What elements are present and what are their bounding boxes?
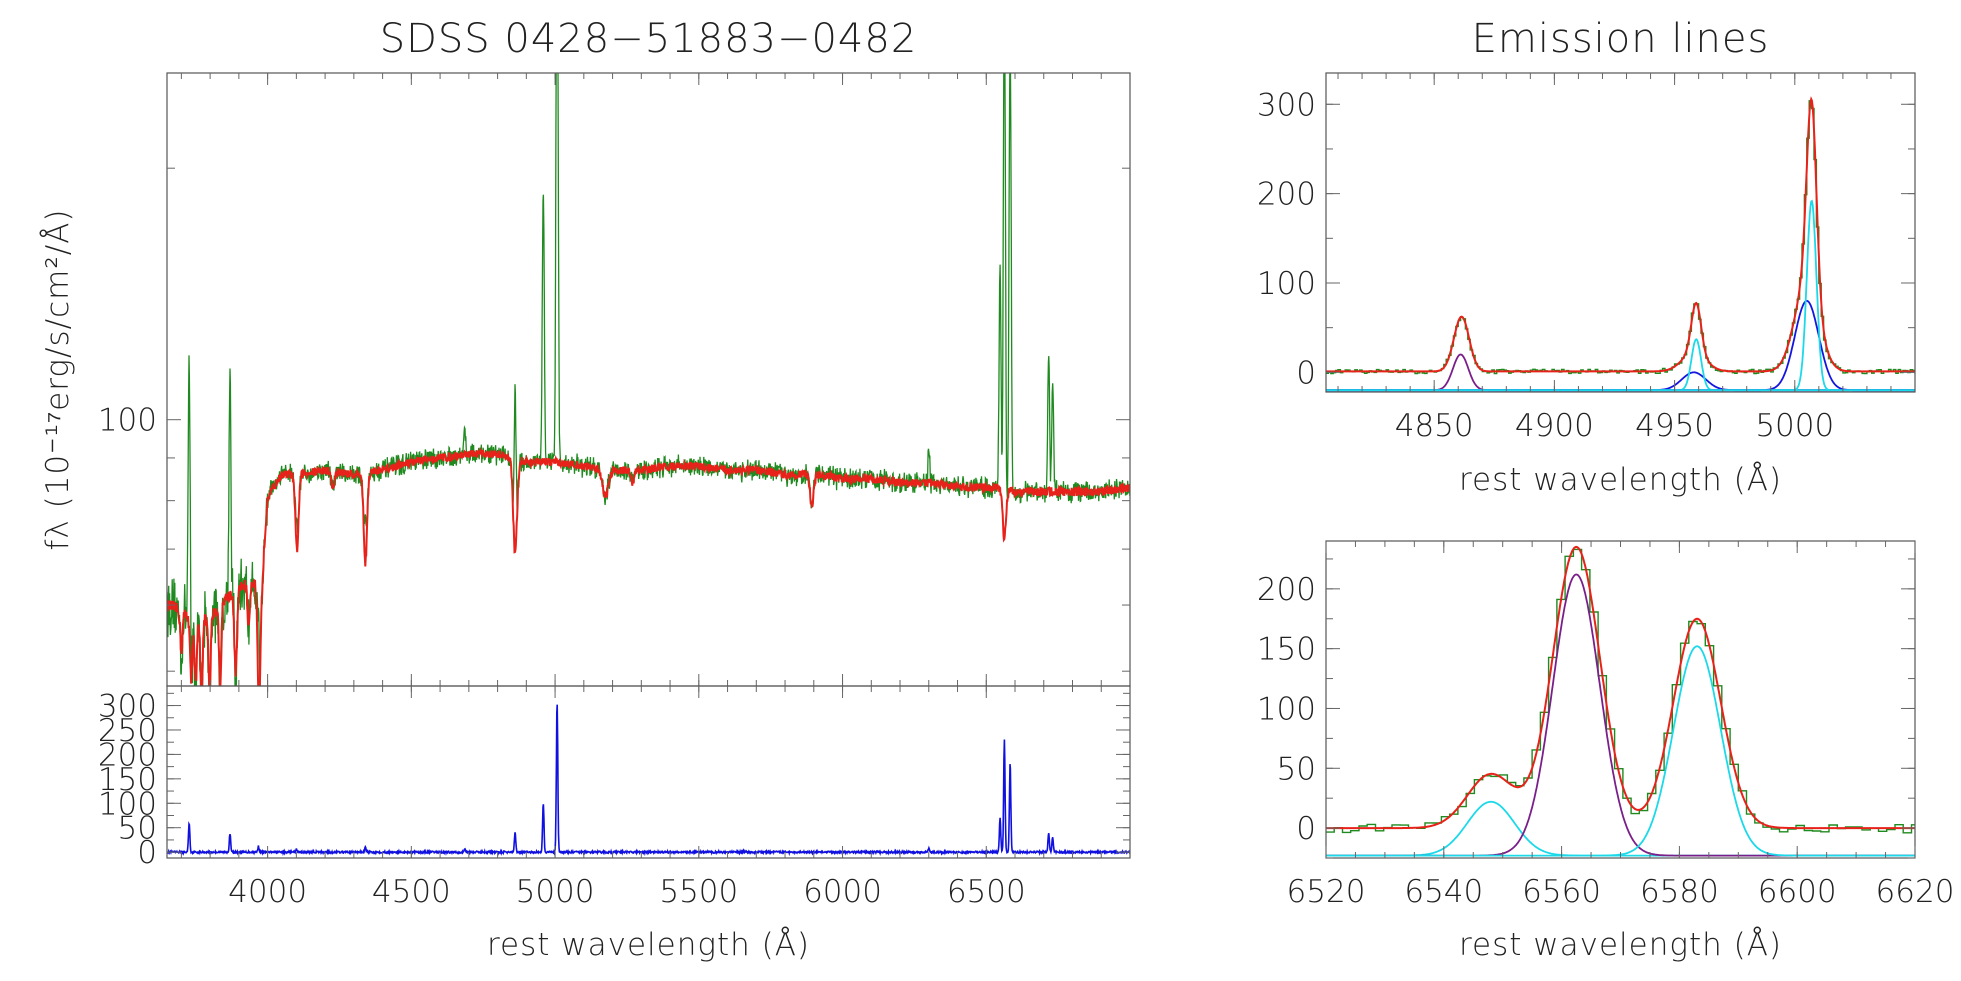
residual-y-tick-label: 50 [118,811,157,847]
hbeta_oiii-y-tick-label: 0 [1296,355,1316,391]
halpha_nii-total-model-line [1326,545,1915,830]
main-plot-frame [166,72,1131,687]
residual-emission-spectrum-line [167,704,1130,857]
hbeta_oiii-x-axis-label: rest wavelength (Å) [1459,461,1782,498]
residual-y-tick-label: 200 [98,737,157,773]
main-observed-spectrum-line [167,73,1130,686]
halpha_nii-x-tick-label: 6620 [1876,874,1955,910]
hbeta_oiii-chart-title: Emission lines [1472,16,1770,62]
residual-x-axis-label: rest wavelength (Å) [487,926,810,963]
hbeta_oiii-total-model-line [1326,96,1915,373]
residual-x-tick-label: 5500 [659,874,738,910]
halpha_nii-observed-spectrum-line [1326,548,1915,834]
residual-y-tick-label: 0 [137,835,157,871]
halpha_nii-narrow-component-2-line [1326,645,1915,857]
residual-x-tick-label: 6000 [803,874,882,910]
halpha_nii-x-tick-label: 6600 [1758,874,1837,910]
main-y-tick-label: 100 [98,403,157,439]
main-model-spectrum-line [167,446,1130,686]
halpha_nii-hbeta-component-1-line [1326,573,1915,857]
main-chart-title: SDSS 0428−51883−0482 [380,16,918,62]
hbeta_oiii-x-tick-label: 4850 [1395,408,1474,444]
halpha_nii-x-tick-label: 6520 [1287,874,1366,910]
hbeta_oiii-narrow-component-4-line [1326,199,1915,392]
hbeta_oiii-x-tick-label: 4950 [1635,408,1714,444]
hbeta_oiii-y-tick-label: 300 [1257,87,1316,123]
hbeta_oiii-y-tick-label: 200 [1257,177,1316,213]
halpha_nii-y-tick-label: 50 [1277,751,1316,787]
residual-x-tick-label: 4500 [372,874,451,910]
residual-x-tick-label: 4000 [228,874,307,910]
hbeta_oiii-x-tick-label: 4900 [1515,408,1594,444]
halpha_nii-y-tick-label: 100 [1257,691,1316,727]
residual-y-tick-label: 250 [98,713,157,749]
hbeta_oiii-x-tick-label: 5000 [1755,408,1834,444]
hbeta_oiii-plot-frame [1325,72,1916,393]
halpha_nii-y-tick-label: 150 [1257,632,1316,668]
residual-y-tick-label: 100 [98,786,157,822]
residual-x-tick-label: 6500 [947,874,1026,910]
residual-x-tick-label: 5000 [516,874,595,910]
halpha_nii-x-axis-label: rest wavelength (Å) [1459,926,1782,963]
hbeta_oiii-observed-spectrum-line [1326,100,1915,375]
halpha_nii-x-tick-label: 6540 [1404,874,1483,910]
halpha_nii-y-tick-label: 200 [1257,572,1316,608]
halpha_nii-x-tick-label: 6580 [1640,874,1719,910]
residual-y-tick-label: 150 [98,762,157,798]
halpha_nii-x-tick-label: 6560 [1522,874,1601,910]
residual-y-tick-label: 300 [98,689,157,725]
hbeta_oiii-y-tick-label: 100 [1257,266,1316,302]
residual-plot-frame [166,685,1131,859]
main-y-axis-label: fλ (10⁻¹⁷erg/s/cm²/Å) [39,209,76,551]
halpha_nii-y-tick-label: 0 [1296,811,1316,847]
